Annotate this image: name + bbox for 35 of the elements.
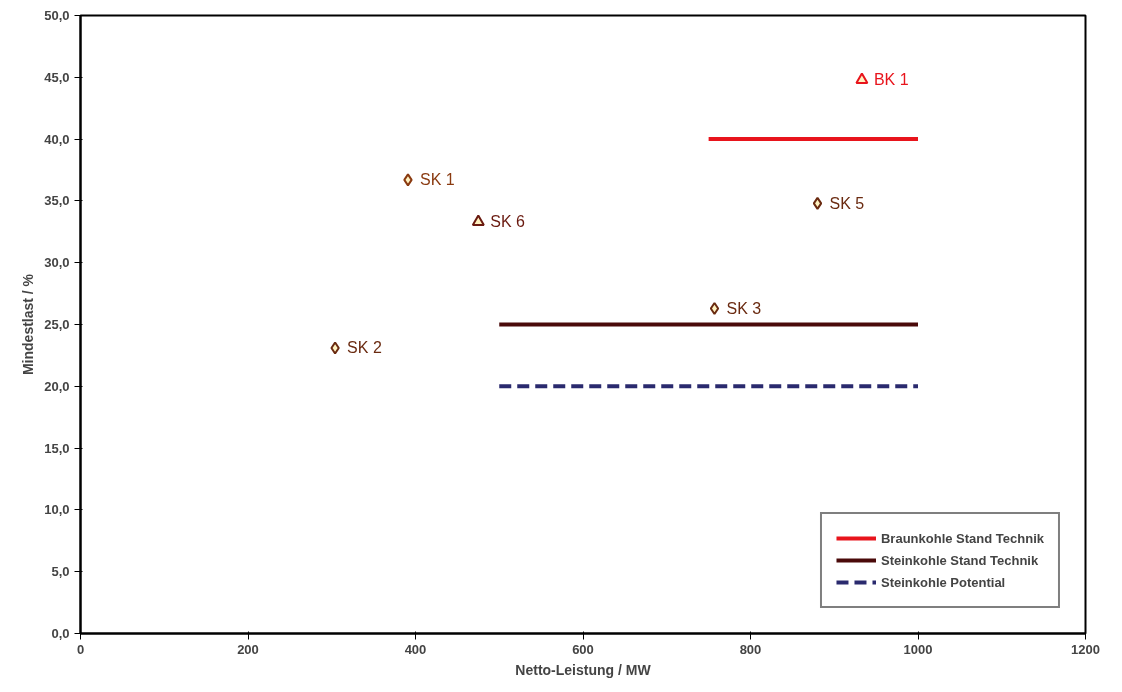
point xyxy=(855,72,869,84)
y-tick-label: 25,0 xyxy=(44,317,70,332)
point xyxy=(812,196,823,210)
y-axis-title: Mindestlast / % xyxy=(20,273,37,376)
legend-label: Braunkohle Stand Technik xyxy=(880,530,1044,546)
series-label: SK 2 xyxy=(347,339,382,357)
series-label: BK 1 xyxy=(873,71,909,89)
x-tick-label: 0 xyxy=(76,641,85,657)
y-tick-label: 35,0 xyxy=(44,193,70,209)
x-tick-label: 1200 xyxy=(1071,641,1100,657)
point xyxy=(330,341,340,355)
point xyxy=(403,173,413,187)
x-axis-title: Netto-Leistung / MW xyxy=(515,661,652,678)
point xyxy=(709,301,720,315)
x-tick-label: 200 xyxy=(237,641,259,657)
x-tick-label: 1000 xyxy=(903,641,933,657)
y-tick-label: 30,0 xyxy=(44,255,70,271)
point xyxy=(471,214,485,227)
series-label: SK 5 xyxy=(829,194,865,212)
y-tick-label: 20,0 xyxy=(44,378,70,394)
y-tick-label: 15,0 xyxy=(44,440,70,456)
y-tick-label: 0,0 xyxy=(51,626,70,641)
y-tick-label: 45,0 xyxy=(44,69,70,85)
y-tick-label: 10,0 xyxy=(44,502,70,518)
series-label: SK 6 xyxy=(490,213,526,231)
y-tick-label: 5,0 xyxy=(51,564,70,580)
y-tick-label: 50,0 xyxy=(44,8,70,23)
legend-label: Steinkohle Potential xyxy=(880,574,1006,590)
legend-label: Steinkohle Stand Technik xyxy=(880,552,1039,568)
x-tick-label: 800 xyxy=(739,641,762,657)
y-tick-label: 40,0 xyxy=(44,131,70,147)
series-label: SK 3 xyxy=(726,299,762,317)
series-label: SK 1 xyxy=(419,171,455,189)
x-tick-label: 400 xyxy=(404,641,427,657)
x-tick-label: 600 xyxy=(572,641,594,657)
